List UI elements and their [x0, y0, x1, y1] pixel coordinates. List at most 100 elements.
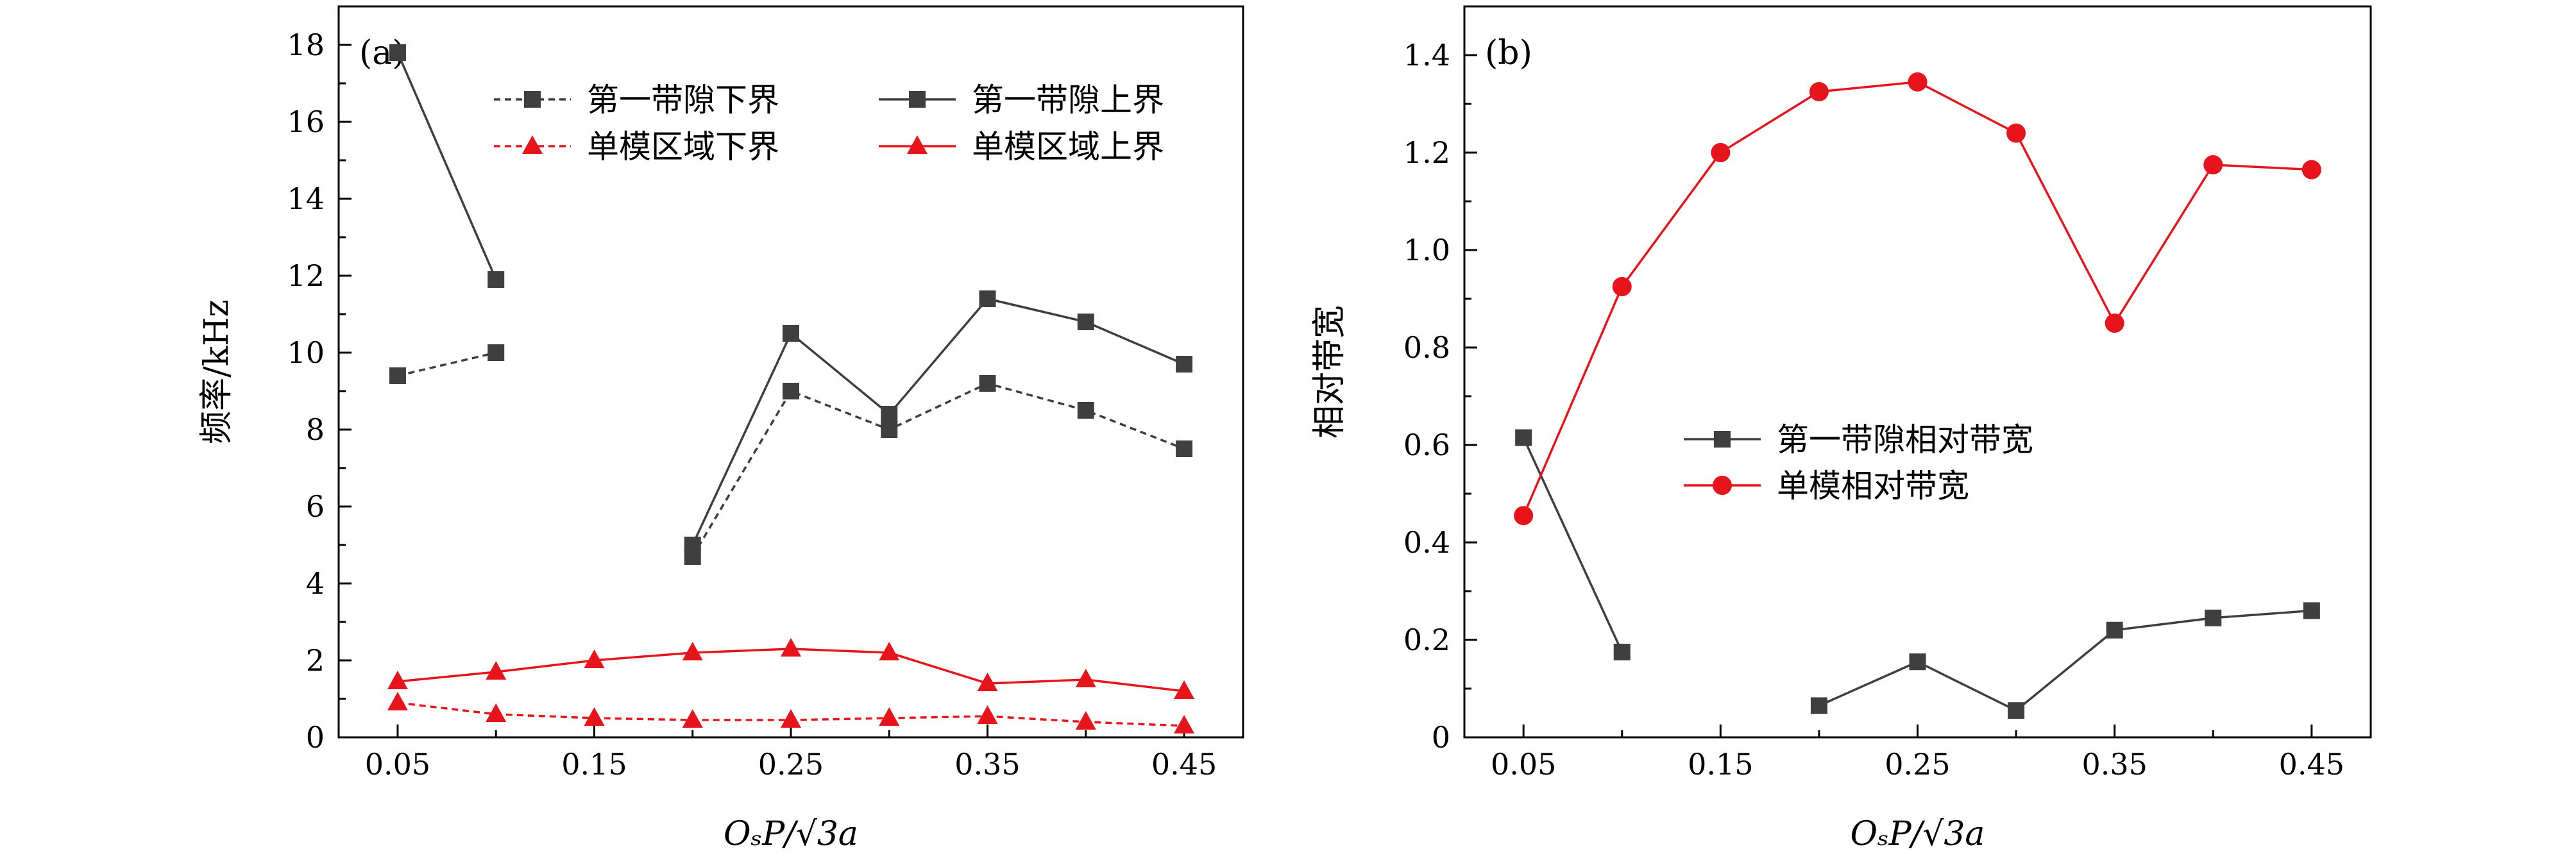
data-point-1	[2006, 123, 2026, 143]
data-point-2	[1174, 715, 1195, 733]
x-tick-label: 0.25	[1885, 747, 1950, 782]
plot-frame	[1463, 5, 2372, 739]
data-point-1	[1514, 506, 1534, 526]
x-tick-label: 0.05	[365, 747, 430, 782]
data-point-1	[1908, 72, 1928, 92]
y-tick-label: 2	[306, 643, 325, 678]
data-point-3	[1174, 680, 1195, 699]
x-tick-label: 0.05	[1491, 747, 1556, 782]
series-line-0	[1522, 437, 1623, 653]
y-tick-label: 1.0	[1403, 233, 1450, 267]
y-tick-label: 4	[306, 566, 325, 601]
y-tick-label: 1.4	[1403, 38, 1450, 72]
series-line-1	[396, 52, 497, 280]
panel-label: (b)	[1485, 34, 1532, 72]
data-point-1	[2301, 160, 2321, 180]
data-point-2	[682, 709, 703, 728]
y-tick-label: 12	[287, 258, 325, 293]
data-point-1	[389, 44, 406, 61]
data-point-0	[1613, 644, 1631, 660]
y-tick-label: 0	[306, 720, 325, 755]
y-tick-label: 16	[287, 105, 325, 139]
data-point-3	[584, 649, 605, 668]
x-tick-label: 0.15	[561, 747, 627, 782]
data-point-0	[1176, 440, 1193, 457]
data-point-1	[783, 325, 799, 342]
data-point-0	[979, 375, 996, 392]
data-point-1	[1612, 277, 1632, 296]
data-point-3	[781, 638, 801, 657]
x-tick-label: 0.35	[954, 747, 1020, 782]
data-point-1	[2105, 314, 2124, 333]
series-line-0	[1818, 609, 2312, 712]
series-line-0	[691, 382, 1185, 557]
y-tick-label: 0.2	[1403, 623, 1450, 657]
data-point-3	[1075, 669, 1096, 687]
y-tick-label: 10	[287, 335, 325, 370]
y-tick-label: 0.6	[1403, 428, 1450, 462]
data-point-2	[486, 703, 507, 722]
data-point-2	[584, 707, 605, 726]
y-tick-label: 0.8	[1403, 330, 1450, 365]
data-point-0	[1515, 429, 1532, 446]
legend-label-1: 单模相对带宽	[1777, 467, 1969, 505]
y-tick-label: 8	[306, 412, 325, 447]
x-tick-label: 0.35	[2081, 747, 2147, 782]
y-axis-label: 相对带宽	[1310, 305, 1349, 439]
chart-panel-b: 0.05 0.15 0.25 0.35 0.45 0 0.2 0.4 0.6 0.8 1.0 1.2 1…	[1310, 5, 2372, 853]
data-point-0	[389, 367, 406, 384]
legend-marker-1	[909, 91, 926, 108]
data-point-1	[487, 271, 505, 288]
y-axis-label: 频率/kHz	[198, 299, 236, 444]
data-point-3	[387, 671, 408, 689]
data-point-1	[979, 290, 996, 307]
y-tick-label: 18	[287, 28, 325, 62]
data-point-0	[2008, 702, 2025, 719]
data-point-0	[1909, 653, 1926, 671]
data-point-2	[977, 705, 998, 724]
legend-marker-2	[522, 135, 543, 154]
y-tick-label: 6	[306, 489, 325, 524]
x-tick-label: 0.15	[1688, 747, 1753, 782]
data-point-1	[881, 406, 898, 423]
x-tick-label: 0.45	[2279, 747, 2344, 782]
data-point-0	[783, 383, 799, 399]
data-point-3	[682, 642, 703, 660]
data-point-3	[977, 673, 998, 691]
data-point-0	[2205, 609, 2222, 626]
data-point-1	[1711, 143, 1731, 162]
series-line-1	[691, 297, 1185, 546]
x-axis-label: OₛP/√3a	[724, 815, 858, 853]
y-tick-label: 14	[287, 181, 325, 216]
chart-panel-a: 0.05 0.15 0.25 0.35 0.45 0 2 4 6 8 10 12 14 16 18 OₛP/√…	[198, 5, 1244, 853]
legend-label-3: 单模区域上界	[972, 128, 1164, 165]
x-tick-label: 0.25	[758, 747, 824, 782]
data-point-3	[879, 642, 900, 660]
legend-label-0: 第一带隙相对带宽	[1777, 421, 2033, 458]
data-point-2	[1075, 711, 1096, 730]
data-point-2	[781, 709, 801, 728]
y-tick-label: 0	[1432, 720, 1450, 755]
series-line-0	[397, 351, 496, 377]
data-point-0	[2303, 602, 2320, 619]
legend-marker-0	[524, 91, 541, 108]
data-point-0	[1810, 697, 1827, 714]
legend-marker-0	[1714, 431, 1731, 448]
x-axis-label: OₛP/√3a	[1851, 815, 1985, 853]
data-point-1	[1077, 314, 1094, 330]
data-point-2	[387, 692, 408, 710]
data-point-0	[1077, 402, 1094, 419]
legend-label-1: 第一带隙上界	[972, 81, 1164, 119]
data-point-3	[486, 661, 507, 680]
data-point-1	[1176, 356, 1193, 373]
y-tick-label: 0.4	[1403, 525, 1450, 560]
legend-label-2: 单模区域下界	[587, 128, 779, 165]
data-point-1	[1809, 82, 1829, 101]
data-point-1	[684, 537, 701, 553]
data-point-2	[879, 707, 900, 726]
data-point-1	[2203, 155, 2223, 174]
data-point-0	[881, 421, 898, 438]
y-tick-label: 1.2	[1403, 135, 1450, 170]
x-tick-label: 0.45	[1151, 747, 1217, 782]
